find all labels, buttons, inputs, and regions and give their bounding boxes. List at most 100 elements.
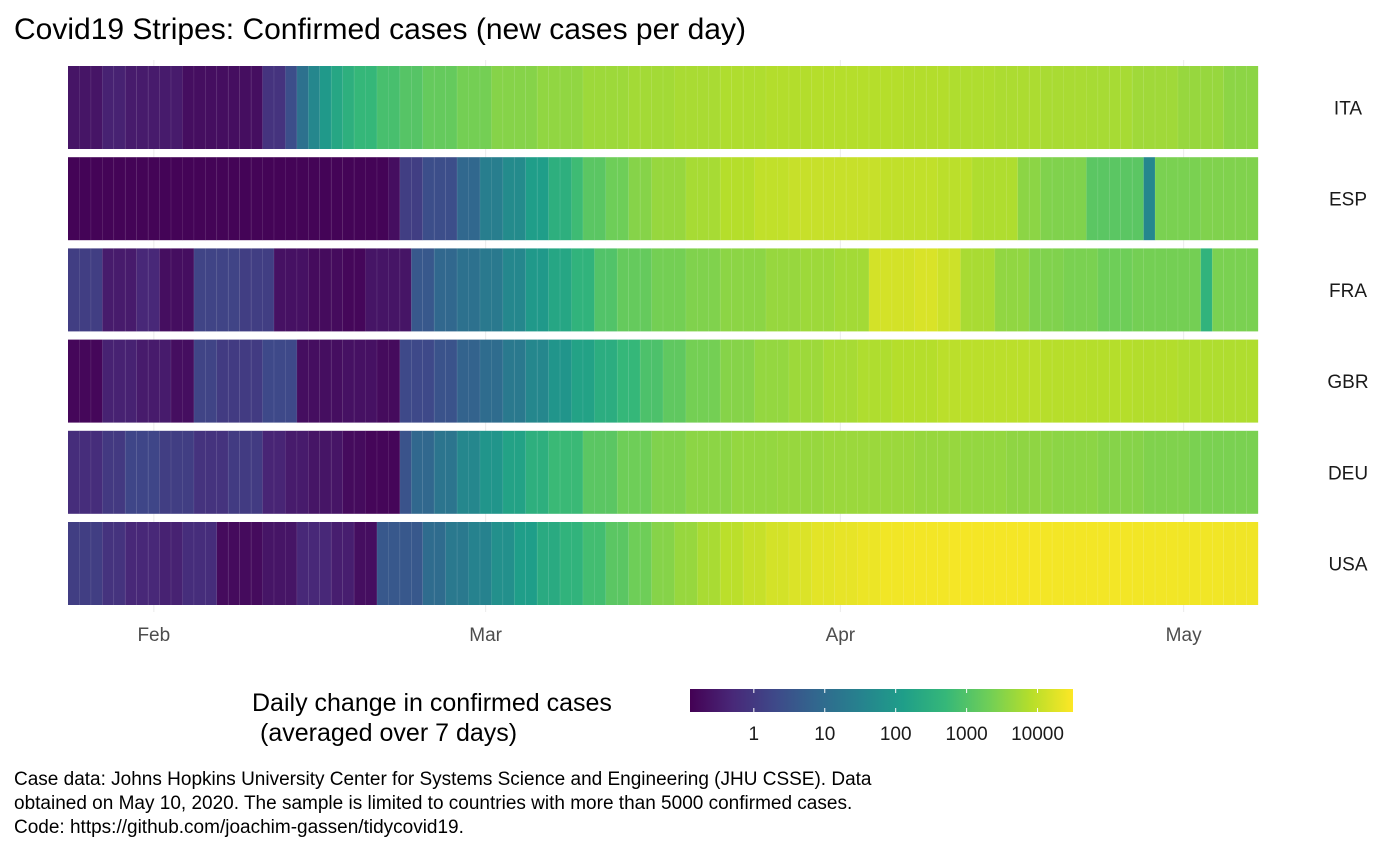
stripe-cell	[331, 157, 343, 241]
stripe-cell	[628, 430, 641, 514]
stripe-cell	[1052, 430, 1064, 514]
stripe-cell	[560, 157, 572, 241]
stripe-cell	[537, 157, 549, 241]
stripe-cell	[445, 339, 458, 423]
stripe-cell	[754, 430, 767, 514]
stripe-cell	[777, 66, 790, 149]
stripe-cell	[331, 339, 343, 423]
stripe-cell	[514, 522, 526, 605]
stripe-cell	[971, 66, 984, 149]
stripe-cell	[113, 430, 126, 514]
stripe-cell	[125, 522, 137, 605]
stripe-cell	[914, 66, 927, 149]
stripe-cell	[891, 248, 904, 332]
stripe-cell	[1200, 157, 1213, 241]
stripe-cell	[1120, 248, 1133, 332]
stripe-cell	[708, 157, 721, 241]
legend-title: Daily change in confirmed cases (average…	[252, 688, 612, 748]
stripe-cell	[846, 339, 858, 423]
stripe-cell	[1143, 430, 1156, 514]
stripe-cell	[479, 522, 492, 605]
stripe-cell	[754, 66, 767, 149]
stripe-cell	[868, 66, 881, 149]
stripe-cell	[1212, 157, 1224, 241]
stripe-cell	[468, 339, 481, 423]
x-tick-label: Mar	[469, 625, 502, 646]
stripe-cell	[491, 157, 503, 241]
caption-line-1: Case data: Johns Hopkins University Cent…	[14, 769, 872, 790]
stripe-cell	[1223, 66, 1236, 149]
stripe-cell	[983, 66, 995, 149]
stripe-cell	[1235, 339, 1247, 423]
stripe-cell	[468, 157, 481, 241]
stripe-cell	[617, 157, 629, 241]
stripe-cell	[743, 522, 755, 605]
stripe-cell	[1177, 522, 1190, 605]
stripe-cell	[342, 157, 355, 241]
stripe-cell	[491, 339, 503, 423]
country-row-deu	[68, 430, 1259, 514]
stripe-cell	[68, 430, 80, 514]
stripe-cell	[857, 157, 870, 241]
stripe-cell	[216, 430, 229, 514]
stripe-cell	[891, 66, 904, 149]
stripe-cell	[1177, 157, 1190, 241]
stripe-cell	[479, 248, 492, 332]
stripe-cell	[125, 248, 137, 332]
stripe-cell	[617, 248, 629, 332]
chart-title: Covid19 Stripes: Confirmed cases (new ca…	[14, 13, 746, 46]
legend-tick-label: 1	[749, 724, 760, 745]
stripe-cell	[823, 339, 835, 423]
stripe-cell	[983, 522, 995, 605]
stripe-cell	[251, 522, 263, 605]
stripe-cell	[422, 430, 435, 514]
stripe-cell	[182, 339, 195, 423]
stripe-cell	[296, 66, 309, 149]
stripe-cell	[342, 522, 355, 605]
stripe-cell	[216, 248, 229, 332]
stripe-cell	[640, 248, 652, 332]
stripe-cell	[628, 248, 641, 332]
stripe-cell	[960, 248, 973, 332]
x-tick-label: May	[1166, 625, 1202, 646]
stripe-cell	[216, 339, 229, 423]
stripe-cell	[296, 248, 309, 332]
stripe-cell	[788, 522, 801, 605]
stripe-cell	[651, 157, 664, 241]
stripe-cell	[811, 248, 824, 332]
stripe-cell	[388, 248, 400, 332]
stripe-cell	[697, 430, 709, 514]
stripe-cell	[239, 430, 252, 514]
stripe-cell	[880, 522, 892, 605]
stripe-cell	[685, 522, 698, 605]
stripe-cell	[1132, 430, 1144, 514]
stripe-cell	[457, 430, 469, 514]
stripe-cell	[914, 248, 927, 332]
stripe-cell	[800, 522, 812, 605]
stripe-cell	[971, 430, 984, 514]
stripe-cell	[582, 66, 595, 149]
stripe-cell	[811, 66, 824, 149]
stripe-cell	[273, 66, 286, 149]
stripe-cell	[880, 339, 892, 423]
country-row-esp	[68, 157, 1259, 241]
stripe-cell	[79, 157, 92, 241]
stripe-cell	[216, 522, 229, 605]
stripe-cell	[994, 339, 1007, 423]
stripe-cell	[720, 157, 732, 241]
stripe-cell	[457, 157, 469, 241]
stripe-cell	[193, 339, 206, 423]
stripe-cell	[319, 248, 332, 332]
stripe-cell	[388, 157, 400, 241]
stripe-cell	[331, 430, 343, 514]
stripe-cell	[903, 522, 915, 605]
stripe-cell	[376, 66, 389, 149]
stripe-cell	[1189, 522, 1201, 605]
stripe-cell	[502, 522, 515, 605]
stripe-cell	[170, 522, 183, 605]
stripe-cell	[354, 430, 366, 514]
stripe-cell	[502, 339, 515, 423]
stripe-cell	[1235, 66, 1247, 149]
stripe-cell	[697, 248, 709, 332]
stripe-cell	[846, 248, 858, 332]
